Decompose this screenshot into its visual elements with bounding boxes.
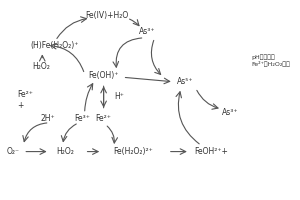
Text: Fe(H₂O₂)²⁺: Fe(H₂O₂)²⁺ <box>113 147 153 156</box>
Text: FeOH²⁺+: FeOH²⁺+ <box>195 147 229 156</box>
Text: Fe(IV)+H₂O: Fe(IV)+H₂O <box>85 11 128 20</box>
Text: H₂O₂: H₂O₂ <box>57 147 75 156</box>
Text: Fe(OH)⁺: Fe(OH)⁺ <box>88 71 119 80</box>
Text: O₂⁻: O₂⁻ <box>7 147 20 156</box>
Text: pH由酸性变
Fe²⁺与H₂O₂反应: pH由酸性变 Fe²⁺与H₂O₂反应 <box>251 54 290 67</box>
Text: H⁺: H⁺ <box>115 92 124 101</box>
Text: Fe²⁺: Fe²⁺ <box>96 114 112 123</box>
Text: 2H⁺: 2H⁺ <box>41 114 56 123</box>
Text: As³⁺: As³⁺ <box>139 27 156 36</box>
Text: As³⁺: As³⁺ <box>222 108 239 117</box>
Text: H₂O₂: H₂O₂ <box>32 62 50 71</box>
Text: Fe²⁺
+: Fe²⁺ + <box>17 90 33 110</box>
Text: As⁵⁺: As⁵⁺ <box>177 77 194 86</box>
Text: Fe³⁺: Fe³⁺ <box>74 114 90 123</box>
Text: (H)Fe(H₂O₂)⁺: (H)Fe(H₂O₂)⁺ <box>31 41 79 50</box>
